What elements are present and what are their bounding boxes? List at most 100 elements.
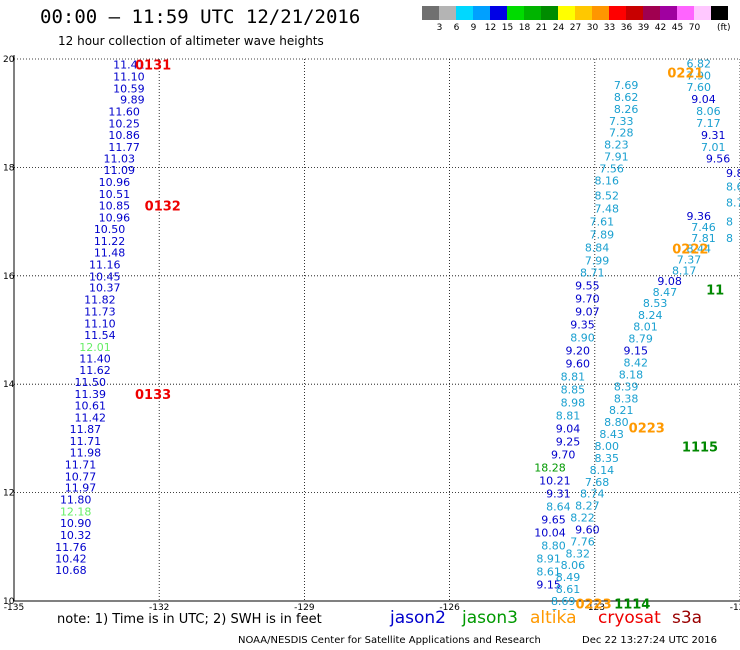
data-label: 8.80: [541, 540, 566, 553]
data-label: 8.98: [561, 397, 586, 410]
data-label: 11.54: [84, 329, 116, 342]
legend-s3a: s3a: [672, 608, 703, 628]
page-title: 00:00 – 11:59 UTC 12/21/2016: [40, 6, 361, 28]
time-annotation: 0221: [667, 67, 703, 82]
data-label: 7.56: [599, 162, 624, 175]
data-label: 9.04: [556, 423, 581, 436]
data-label: 10.25: [108, 117, 140, 130]
scale-swatch: [558, 6, 575, 20]
legend-cryosat: cryosat: [598, 608, 661, 628]
data-label: 8.61: [536, 566, 561, 579]
time-annotation: 0222: [672, 243, 708, 258]
data-label: 11.71: [70, 435, 102, 448]
data-label: 8.24: [638, 309, 663, 322]
time-annotation: 0133: [135, 388, 171, 403]
data-label: 11.71: [65, 458, 97, 471]
data-label: 7.68: [585, 476, 610, 489]
data-label: 11.97: [65, 482, 97, 495]
data-label: 8.44: [686, 243, 711, 256]
data-label: 11.87: [70, 423, 102, 436]
data-label: 8.69: [551, 595, 576, 608]
data-label: 8.64: [546, 501, 571, 514]
data-label: 7.76: [570, 535, 595, 548]
data-label: 8.81: [561, 371, 586, 384]
scale-label: 45: [671, 23, 684, 33]
x-tick-label: -132: [149, 603, 169, 610]
data-label: 9.15: [536, 579, 561, 592]
data-label: 11.48: [94, 246, 126, 259]
y-tick-label: 14: [3, 380, 15, 390]
scale-swatch: [626, 6, 643, 20]
y-tick-label: 12: [3, 489, 14, 499]
data-label: 12.01: [79, 341, 111, 354]
data-label: 7.48: [595, 203, 620, 216]
x-tick-label: -123: [585, 603, 605, 610]
scale-swatch: [609, 6, 626, 20]
data-label: 11.50: [74, 376, 106, 389]
data-label: 9.08: [657, 275, 682, 288]
data-label: 11.22: [94, 235, 126, 248]
data-label: 9.36: [686, 210, 711, 223]
data-label: 8.22: [570, 512, 595, 525]
time-annotation: 1115: [682, 441, 718, 456]
data-label: 7.89: [590, 229, 615, 242]
data-label: 9.55: [575, 280, 600, 293]
scale-label: 36: [620, 23, 633, 33]
data-label: 7.90: [686, 69, 711, 82]
y-tick-label: 18: [3, 163, 15, 173]
scale-label: 6: [453, 23, 460, 33]
data-label: 11.42: [74, 411, 106, 424]
scale-unit: (ft): [717, 23, 731, 33]
scale-label: 18: [518, 23, 531, 33]
data-label: 11.10: [113, 70, 145, 83]
data-label: 8: [726, 232, 733, 245]
data-label: 8.84: [585, 242, 610, 255]
data-label: 8.23: [604, 139, 629, 152]
data-label: 8.06: [696, 105, 721, 118]
data-label: 7.01: [701, 141, 726, 154]
scale-label: 15: [501, 23, 514, 33]
data-label: 10.45: [89, 270, 121, 283]
data-label: 9.8: [726, 167, 740, 180]
data-label: 10.50: [94, 223, 126, 236]
scale-swatch: [592, 6, 609, 20]
x-tick-label: -135: [4, 603, 24, 610]
data-label: 10.96: [99, 176, 131, 189]
data-label: 12.18: [60, 506, 92, 519]
data-label: 8.6: [726, 180, 740, 193]
data-label: 9.70: [575, 293, 600, 306]
data-label: 7.17: [696, 117, 721, 130]
data-label: 11.16: [89, 258, 121, 271]
data-label: 8.62: [614, 91, 639, 104]
y-tick-label: 16: [3, 272, 15, 282]
data-label: 8.7: [726, 197, 740, 210]
data-label: 9.25: [556, 436, 581, 449]
data-label: 11.10: [84, 317, 116, 330]
scale-label: 21: [535, 23, 548, 33]
data-label: 8.38: [614, 392, 639, 405]
data-label: 7.60: [686, 81, 711, 94]
data-label: 8.21: [609, 404, 634, 417]
data-label: 10.96: [99, 211, 131, 224]
scale-swatch: [643, 6, 660, 20]
data-label: 9.04: [691, 93, 716, 106]
data-label: 8.49: [556, 571, 581, 584]
scale-label: 27: [569, 23, 582, 33]
data-label: 11.41: [113, 58, 145, 71]
data-label: 9.60: [565, 358, 590, 371]
data-label: 8.32: [565, 547, 590, 560]
time-annotation: 0131: [135, 58, 171, 73]
data-label: 10.51: [99, 188, 131, 201]
data-label: 8.96: [551, 607, 576, 610]
scale-label: 9: [470, 23, 477, 33]
data-label: 8.43: [599, 428, 624, 441]
y-tick-label: 20: [3, 55, 15, 65]
data-label: 7.28: [609, 127, 634, 140]
data-label: 8.17: [672, 264, 697, 277]
data-label: 9.60: [575, 523, 600, 536]
data-label: 7.33: [609, 115, 634, 128]
data-label: 8.79: [628, 333, 653, 346]
data-label: 9.31: [546, 488, 571, 501]
data-label: 7.91: [604, 151, 629, 164]
data-label: 8.71: [580, 267, 605, 280]
